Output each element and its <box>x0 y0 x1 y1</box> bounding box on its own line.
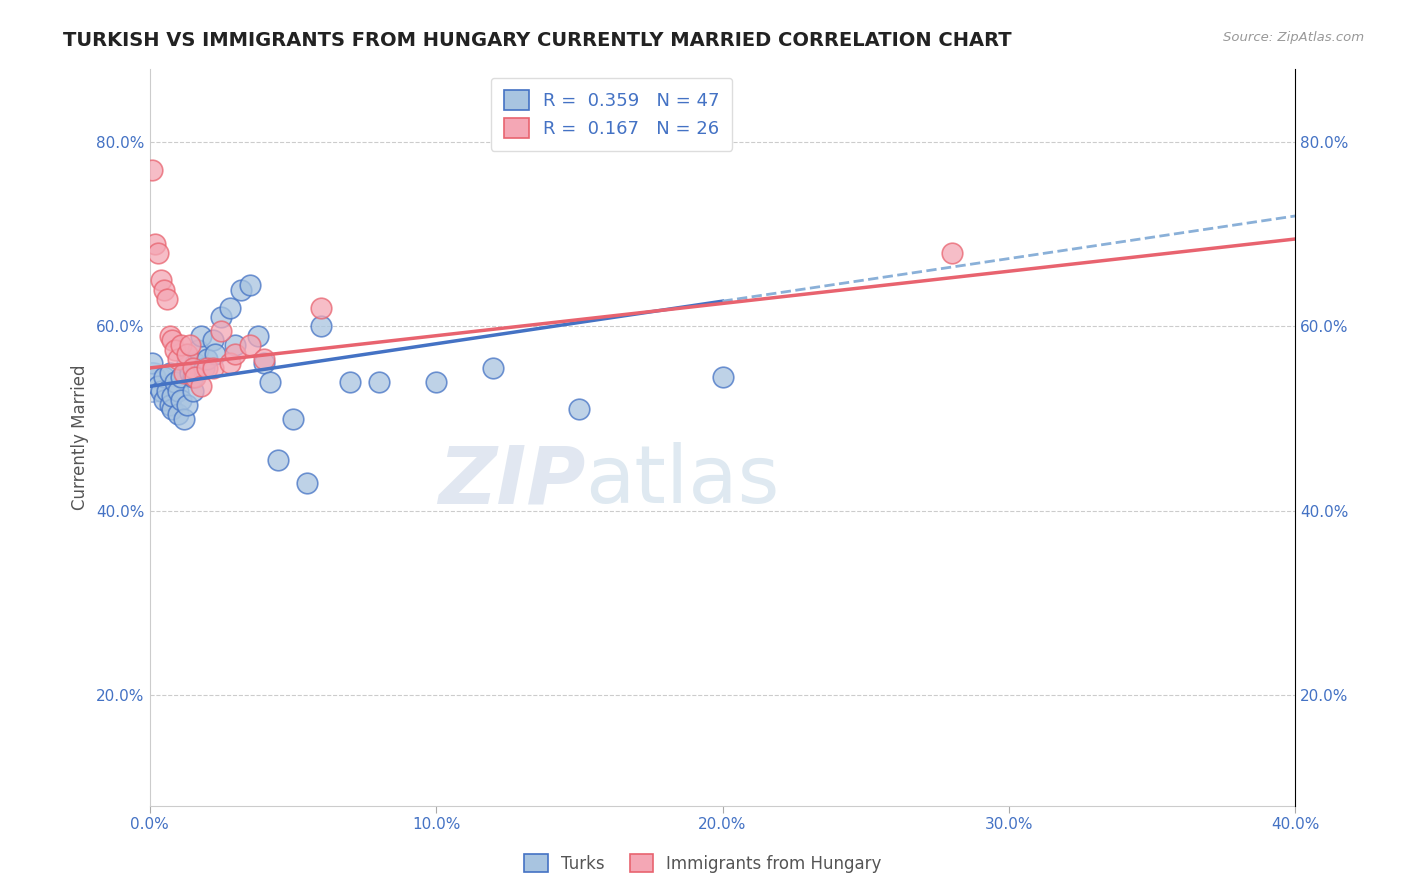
Legend: R =  0.359   N = 47, R =  0.167   N = 26: R = 0.359 N = 47, R = 0.167 N = 26 <box>491 78 733 151</box>
Point <box>190 379 212 393</box>
Point <box>482 361 505 376</box>
Point <box>201 361 224 376</box>
Point <box>159 328 181 343</box>
Point <box>170 393 193 408</box>
Point <box>167 351 190 366</box>
Point <box>165 343 187 357</box>
Point <box>153 283 176 297</box>
Point <box>156 292 179 306</box>
Point <box>190 328 212 343</box>
Point <box>143 236 166 251</box>
Point <box>239 338 262 352</box>
Point <box>218 301 240 315</box>
Point <box>156 384 179 398</box>
Point <box>176 398 198 412</box>
Point <box>218 356 240 370</box>
Point <box>259 375 281 389</box>
Point <box>153 393 176 408</box>
Point <box>141 375 163 389</box>
Point <box>195 361 218 376</box>
Point <box>141 162 163 177</box>
Text: TURKISH VS IMMIGRANTS FROM HUNGARY CURRENTLY MARRIED CORRELATION CHART: TURKISH VS IMMIGRANTS FROM HUNGARY CURRE… <box>63 31 1012 50</box>
Point <box>941 245 963 260</box>
Point <box>367 375 389 389</box>
Point <box>184 356 207 370</box>
Point <box>184 370 207 384</box>
Point <box>231 283 253 297</box>
Point <box>311 301 333 315</box>
Point <box>159 366 181 380</box>
Point <box>425 375 447 389</box>
Point <box>267 453 290 467</box>
Point <box>253 356 276 370</box>
Point <box>162 402 184 417</box>
Point <box>176 356 198 370</box>
Point <box>339 375 361 389</box>
Point <box>150 273 173 287</box>
Point <box>224 338 246 352</box>
Point <box>162 334 184 348</box>
Point <box>173 366 195 380</box>
Point <box>170 338 193 352</box>
Point <box>143 370 166 384</box>
Point <box>181 370 204 384</box>
Point <box>281 411 304 425</box>
Point <box>150 384 173 398</box>
Point <box>187 343 209 357</box>
Point <box>153 370 176 384</box>
Point <box>253 351 276 366</box>
Text: atlas: atlas <box>585 442 779 520</box>
Point <box>167 384 190 398</box>
Point <box>204 347 226 361</box>
Point <box>195 351 218 366</box>
Point <box>209 310 232 325</box>
Point <box>173 411 195 425</box>
Point <box>170 370 193 384</box>
Point <box>146 379 169 393</box>
Point <box>193 361 215 376</box>
Point <box>162 388 184 402</box>
Point <box>711 370 734 384</box>
Point <box>181 384 204 398</box>
Point <box>179 366 201 380</box>
Point <box>201 334 224 348</box>
Legend: Turks, Immigrants from Hungary: Turks, Immigrants from Hungary <box>517 847 889 880</box>
Point <box>181 361 204 376</box>
Text: Source: ZipAtlas.com: Source: ZipAtlas.com <box>1223 31 1364 45</box>
Point <box>165 375 187 389</box>
Text: ZIP: ZIP <box>437 442 585 520</box>
Point <box>159 398 181 412</box>
Point <box>568 402 591 417</box>
Point <box>239 278 262 293</box>
Point <box>311 319 333 334</box>
Point <box>141 356 163 370</box>
Y-axis label: Currently Married: Currently Married <box>72 364 89 510</box>
Point <box>176 347 198 361</box>
Point <box>247 328 270 343</box>
Point <box>224 347 246 361</box>
Point <box>209 324 232 338</box>
Point <box>179 338 201 352</box>
Point <box>167 407 190 421</box>
Point <box>295 476 318 491</box>
Point <box>146 245 169 260</box>
